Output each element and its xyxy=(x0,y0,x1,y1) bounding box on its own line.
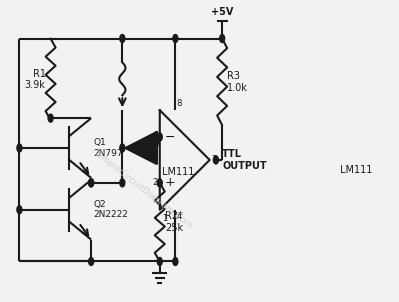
Circle shape xyxy=(173,258,178,265)
Text: 7: 7 xyxy=(211,156,216,165)
Text: R1
3.9k: R1 3.9k xyxy=(25,69,45,90)
Circle shape xyxy=(213,156,218,164)
Circle shape xyxy=(17,206,22,214)
Text: LM111: LM111 xyxy=(340,165,372,175)
Text: 2: 2 xyxy=(152,178,157,187)
Text: 8: 8 xyxy=(177,99,182,108)
Text: 4: 4 xyxy=(177,212,182,221)
Circle shape xyxy=(157,133,162,141)
Text: LM111: LM111 xyxy=(162,167,195,177)
Text: −: − xyxy=(165,130,175,143)
Circle shape xyxy=(17,144,22,152)
Text: SimpleCircuitDiagram.Com: SimpleCircuitDiagram.Com xyxy=(93,149,195,231)
Text: R2*
25k: R2* 25k xyxy=(165,211,183,233)
Text: Q2
2N2222: Q2 2N2222 xyxy=(94,200,128,220)
Circle shape xyxy=(120,34,125,43)
Circle shape xyxy=(157,179,162,187)
Text: +: + xyxy=(165,176,176,189)
Text: 3: 3 xyxy=(152,133,157,142)
Polygon shape xyxy=(125,132,157,164)
Text: +5V: +5V xyxy=(211,7,233,17)
Circle shape xyxy=(89,179,94,187)
Circle shape xyxy=(157,258,162,265)
Circle shape xyxy=(89,179,94,187)
Text: 1: 1 xyxy=(162,214,168,223)
Circle shape xyxy=(48,114,53,122)
Circle shape xyxy=(173,34,178,43)
Circle shape xyxy=(220,34,225,43)
Circle shape xyxy=(89,258,94,265)
Circle shape xyxy=(120,179,125,187)
Text: TTL
OUTPUT: TTL OUTPUT xyxy=(222,149,267,171)
Text: Q1
2N797: Q1 2N797 xyxy=(94,138,123,158)
Circle shape xyxy=(120,144,125,152)
Text: R3
1.0k: R3 1.0k xyxy=(227,71,248,93)
